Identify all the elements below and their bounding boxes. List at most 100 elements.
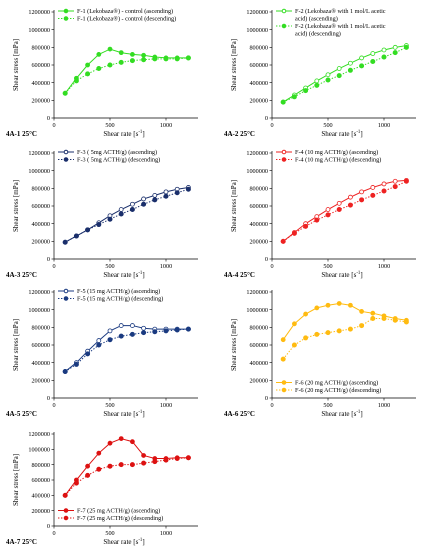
- data-point: [85, 71, 91, 77]
- data-point: [185, 326, 191, 332]
- data-point: [336, 73, 342, 79]
- series-line-ascending: [282, 45, 407, 103]
- legend-swatch-marker: [63, 288, 69, 294]
- y-tick-label: 200000: [31, 378, 50, 385]
- x-axis-label-end: ]: [360, 410, 362, 418]
- y-tick-label: 400000: [31, 221, 50, 228]
- x-tick-label: 1000: [160, 122, 172, 129]
- data-point: [347, 302, 353, 308]
- x-axis-label-end: ]: [360, 130, 362, 138]
- data-point: [174, 56, 180, 62]
- data-point: [359, 323, 365, 329]
- data-point: [73, 233, 79, 239]
- y-axis-label: Shear stress [mPa]: [230, 180, 238, 232]
- x-tick-label: 1000: [160, 263, 172, 270]
- y-tick-label: 1200000: [28, 150, 50, 157]
- data-point: [96, 52, 102, 57]
- x-axis-label-base: Shear rate [s: [103, 271, 138, 279]
- x-tick-label: 500: [323, 263, 332, 270]
- legend-label: acid) (descending): [295, 31, 341, 38]
- y-tick-label: 400000: [31, 80, 50, 87]
- panel-4a-6: 0 200000 400000 600000 800000 1000000 1200000 0…: [222, 282, 428, 420]
- y-tick-label: 600000: [31, 62, 50, 69]
- data-point: [314, 305, 320, 311]
- data-point: [107, 440, 113, 446]
- legend-label: F-3 ( 5mg ACTH/g) (descending): [77, 157, 160, 164]
- data-point: [118, 211, 124, 217]
- chart-svg: 0 200000 400000 600000 800000 1000000 1200000 0…: [224, 8, 416, 138]
- x-axis-label-end: ]: [142, 130, 144, 138]
- legend-swatch-marker: [281, 149, 287, 155]
- data-point: [381, 47, 387, 53]
- x-axis-label: Shear rate [s-1]: [321, 130, 362, 138]
- data-point: [292, 321, 297, 327]
- data-point: [152, 459, 158, 465]
- legend-swatch-marker: [63, 515, 69, 521]
- data-point: [174, 456, 180, 462]
- data-point: [392, 184, 398, 190]
- data-point: [336, 66, 342, 71]
- panel-4a-4: 0 200000 400000 600000 800000 1000000 1200000 0…: [222, 143, 428, 281]
- chart-svg: 0 200000 400000 600000 800000 1000000 1200000 0…: [224, 289, 416, 418]
- panel-4a-7: 0 200000 400000 600000 800000 1000000 1200000 0…: [4, 424, 210, 548]
- data-point: [85, 472, 91, 478]
- y-tick-label: 600000: [31, 342, 50, 349]
- data-point: [325, 72, 331, 78]
- data-point: [141, 201, 147, 207]
- panel-label: 4A-3 25°C: [6, 271, 37, 279]
- panel-label: 4A-2 25°C: [224, 130, 255, 138]
- x-axis-label: Shear rate [s-1]: [321, 271, 362, 279]
- legend-swatch-marker: [63, 296, 69, 301]
- data-point: [152, 193, 158, 198]
- legend-swatch-marker: [63, 157, 69, 162]
- y-tick-label: 0: [47, 115, 50, 122]
- chart-svg: 0 200000 400000 600000 800000 1000000 1200000 0…: [224, 149, 416, 279]
- data-point: [336, 207, 342, 213]
- y-tick-label: 1200000: [28, 289, 50, 296]
- data-point: [370, 58, 376, 64]
- y-tick-label: 800000: [31, 325, 50, 332]
- y-tick-label: 1200000: [28, 9, 50, 16]
- x-axis-label-base: Shear rate [s: [321, 130, 356, 138]
- x-axis-label-base: Shear rate [s: [103, 130, 138, 138]
- y-tick-label: 0: [47, 523, 50, 530]
- x-axis-label-base: Shear rate [s: [321, 410, 356, 418]
- data-point: [141, 460, 147, 466]
- data-point: [185, 55, 191, 61]
- legend-label: F-7 (25 mg ACTH/g) (descending): [77, 515, 163, 522]
- x-tick-label: 500: [105, 263, 114, 270]
- y-tick-label: 800000: [249, 186, 268, 193]
- data-point: [291, 94, 297, 100]
- data-point: [129, 207, 135, 213]
- y-tick-label: 800000: [31, 186, 50, 193]
- data-point: [85, 351, 91, 357]
- legend-label: F-2 (Lekobaza® with 1 mol/L acetic: [295, 8, 386, 15]
- data-point: [129, 52, 135, 57]
- data-point: [174, 327, 180, 333]
- data-point: [129, 439, 135, 445]
- x-tick-label: 500: [105, 402, 114, 409]
- y-tick-label: 1000000: [246, 168, 268, 175]
- data-point: [370, 192, 376, 198]
- data-point: [73, 78, 79, 84]
- data-point: [129, 462, 135, 468]
- data-point: [381, 188, 387, 194]
- legend-swatch-marker: [281, 23, 287, 29]
- data-point: [280, 356, 286, 362]
- data-point: [359, 189, 365, 195]
- legend-label: F-3 ( 5mg ACTH/g) (ascending): [77, 149, 157, 156]
- y-tick-label: 200000: [31, 98, 50, 105]
- data-point: [163, 189, 169, 195]
- x-tick-label: 500: [105, 530, 114, 537]
- y-tick-label: 0: [265, 395, 268, 402]
- panel-label: 4A-1 25°C: [6, 130, 37, 138]
- data-point: [174, 190, 180, 196]
- x-axis-label-end: ]: [142, 410, 144, 418]
- x-axis-label: Shear rate [s-1]: [103, 130, 144, 138]
- data-point: [118, 323, 124, 328]
- series-line-ascending: [282, 302, 407, 340]
- legend-swatch-marker: [281, 380, 287, 385]
- data-point: [152, 56, 158, 62]
- y-tick-label: 1000000: [246, 27, 268, 34]
- data-point: [347, 67, 353, 73]
